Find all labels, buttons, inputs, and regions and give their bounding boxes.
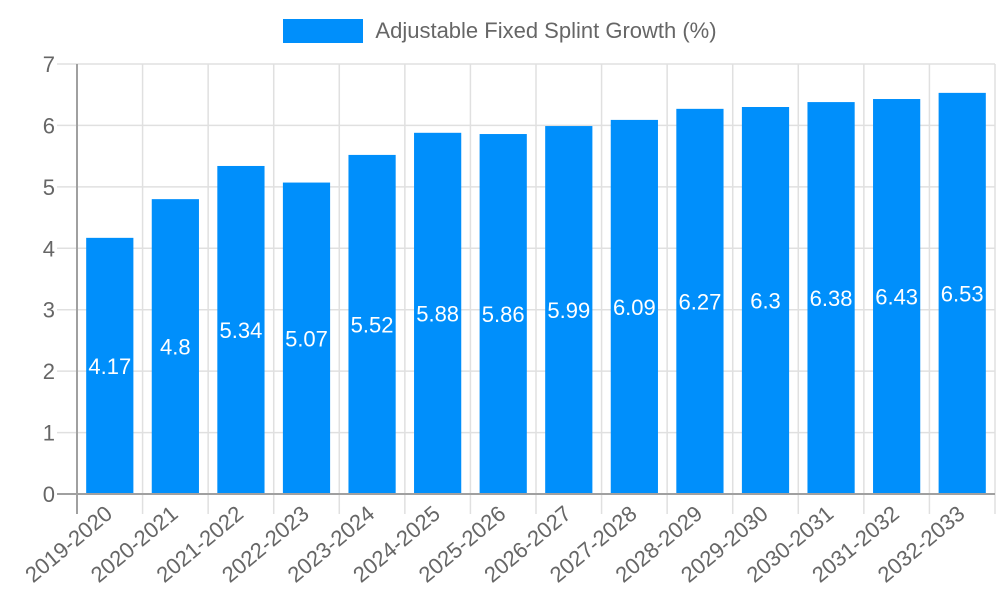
legend-swatch[interactable] [283,19,364,43]
y-tick-label: 4 [43,236,55,261]
bar-value-label: 4.8 [160,335,191,360]
bar-value-label: 6.27 [679,289,722,314]
legend-label[interactable]: Adjustable Fixed Splint Growth (%) [375,18,717,43]
bar-value-label: 5.34 [220,318,263,343]
axes [57,64,995,514]
bar-value-label: 5.86 [482,302,525,327]
bar[interactable] [348,154,396,494]
y-tick-label: 0 [43,482,55,507]
bar[interactable] [282,182,331,495]
chart-legend: Adjustable Fixed Splint Growth (%) [0,18,1000,44]
bar-value-label: 6.43 [875,285,918,310]
bar[interactable] [676,108,724,494]
bar-series: 4.17 4.8 5.34 5.07 5.52 5.88 5.86 5.99 6.09 6.27 6… [86,92,986,495]
x-axis-labels: 2019-20202020-20212021-20222022-20232023… [20,501,969,588]
bar[interactable] [807,102,855,494]
bar[interactable] [414,132,462,495]
bar-value-label: 6.09 [613,295,656,320]
bar[interactable] [479,134,527,494]
bar[interactable] [217,165,265,494]
bar-value-label: 5.88 [416,301,459,326]
bar-value-label: 5.52 [351,312,394,337]
bar[interactable] [938,92,986,494]
y-tick-label: 5 [43,175,55,200]
bar[interactable] [545,126,593,495]
y-tick-label: 7 [43,52,55,77]
bar-value-label: 5.99 [547,298,590,323]
bar-value-label: 6.53 [941,281,984,306]
bar[interactable] [151,199,199,494]
bar-value-label: 4.17 [88,354,131,379]
y-tick-label: 3 [43,298,55,323]
bar[interactable] [741,107,790,494]
y-tick-label: 6 [43,113,55,138]
y-axis-labels: 0 1 2 3 4 5 6 7 [43,52,55,507]
y-tick-label: 2 [43,359,55,384]
bar[interactable] [873,99,921,494]
bar[interactable] [610,119,658,495]
y-tick-label: 1 [43,421,55,446]
bar-value-label: 5.07 [285,326,328,351]
bar[interactable] [86,237,134,495]
bar-value-label: 6.3 [750,289,781,314]
bar-value-label: 6.38 [810,286,853,311]
